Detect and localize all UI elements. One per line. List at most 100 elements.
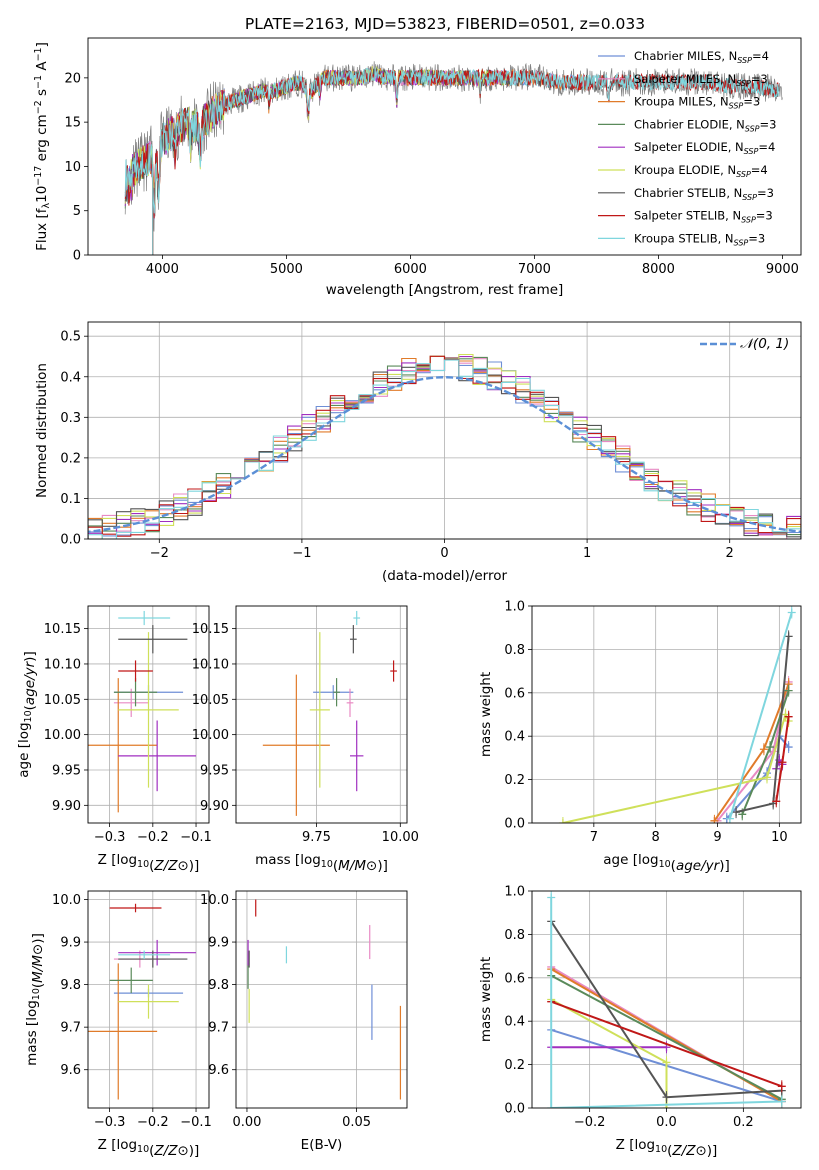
y-tick-label: 0.4 xyxy=(504,730,525,745)
errorbar-chabrier-elodie xyxy=(113,678,158,707)
errorbar-kroupa-stelib xyxy=(118,950,171,960)
plot-area xyxy=(558,606,796,823)
legend-label: Kroupa ELODIE, NSSP=4 xyxy=(634,163,768,179)
panel-mass_vs_Z: −0.3 −0.2 −0.1 9.6 9.7 9.8 9.9 10.0 Z [log10(Z/Z… xyxy=(24,890,212,1159)
y-tick-label: 10.05 xyxy=(192,693,229,708)
y-tick-label: 0.2 xyxy=(504,773,525,788)
series-line xyxy=(550,1000,783,1088)
panel-spectrum: 4000 5000 6000 7000 8000 9000 0 5 10 15 20 waveleng… xyxy=(33,37,802,298)
x-axis-label: E(B-V) xyxy=(301,1137,343,1153)
plot-area xyxy=(262,610,397,816)
x-axis-label: wavelength [Angstrom, rest frame] xyxy=(326,282,564,298)
y-tick-label: 9.7 xyxy=(60,1021,81,1036)
x-tick-label: −0.3 xyxy=(94,830,126,845)
errorbar-kroupa-miles xyxy=(88,678,158,813)
y-tick-label: 0.2 xyxy=(504,1058,525,1073)
x-axis-label: (data-model)/error xyxy=(382,568,508,584)
axes-frame xyxy=(87,37,802,256)
legend-label: Chabrier STELIB, NSSP=3 xyxy=(634,186,774,202)
y-tick-label: 10.0 xyxy=(52,893,81,908)
series-salpeter-elodie xyxy=(547,1041,671,1054)
x-tick-label: −0.1 xyxy=(180,1115,212,1130)
y-tick-label: 1.0 xyxy=(504,600,525,615)
errorbar-kroupa-elodie xyxy=(118,632,179,788)
x-tick-label: 7000 xyxy=(518,262,551,277)
x-tick-label: −0.1 xyxy=(180,830,212,845)
axes-frame xyxy=(235,605,408,824)
errorbar-chabrier-elodie xyxy=(109,967,153,994)
y-tick-label: 10.15 xyxy=(44,622,81,637)
x-axis-label: Z [log10(Z/Z⊙)] xyxy=(98,1137,200,1159)
legend-label: Salpeter ELODIE, NSSP=4 xyxy=(634,140,775,156)
x-axis-label: mass [log10(M/M⊙)] xyxy=(255,852,388,874)
series-line xyxy=(550,897,782,1108)
x-tick-label: 1 xyxy=(583,546,591,561)
y-tick-label: 9.95 xyxy=(200,763,229,778)
legend-label: Kroupa MILES, NSSP=3 xyxy=(634,95,760,111)
x-tick-label: 10.00 xyxy=(382,830,419,845)
y-tick-label: 9.8 xyxy=(208,978,229,993)
x-tick-label: 0 xyxy=(440,546,448,561)
legend-label: Chabrier ELODIE, NSSP=3 xyxy=(634,117,776,133)
x-tick-label: 9000 xyxy=(766,262,799,277)
y-tick-label: 0 xyxy=(73,249,81,264)
x-tick-label: 0.05 xyxy=(342,1115,371,1130)
y-tick-label: 10.00 xyxy=(44,728,81,743)
spectrum-model-kroupa-elodie xyxy=(124,65,510,255)
y-tick-label: 9.6 xyxy=(60,1063,81,1078)
x-tick-label: −0.3 xyxy=(94,1115,126,1130)
errorbar-kroupa-elodie xyxy=(118,984,179,1019)
spectrum-model-chabrier-elodie xyxy=(124,66,510,255)
y-axis-label: Normed distribution xyxy=(34,363,50,498)
plot-area xyxy=(547,891,786,1108)
axes-frame xyxy=(531,605,802,824)
y-tick-label: 0.0 xyxy=(504,817,525,832)
plot-area xyxy=(88,353,801,539)
y-tick-label: 0.0 xyxy=(60,533,81,548)
x-tick-label: 9 xyxy=(713,830,721,845)
panel-age_vs_Z: −0.3 −0.2 −0.1 9.90 9.95 10.00 10.05 10.10 10.15… xyxy=(16,605,212,874)
errorbar-salpeter-stelib xyxy=(118,660,153,682)
y-tick-label: 9.7 xyxy=(208,1021,229,1036)
series-salpeter-stelib xyxy=(772,710,793,808)
y-tick-label: 0.8 xyxy=(504,928,525,943)
y-tick-label: 5 xyxy=(73,204,81,219)
spectrum-model-kroupa-stelib xyxy=(124,67,779,255)
errorbar-salpeter-elodie xyxy=(118,720,197,792)
errorbar-kroupa-stelib xyxy=(353,610,361,626)
spectrum-model-chabrier-miles xyxy=(124,67,588,255)
y-tick-label: 9.8 xyxy=(60,978,81,993)
y-tick-label: 0.5 xyxy=(60,330,81,345)
x-tick-label: −0.2 xyxy=(137,1115,169,1130)
y-tick-label: 20 xyxy=(64,71,81,86)
axes-frame xyxy=(87,321,802,540)
axes-frame xyxy=(87,605,210,824)
plot-area xyxy=(124,61,783,255)
y-axis-label: mass weight xyxy=(478,957,494,1042)
y-tick-label: 0.3 xyxy=(60,411,81,426)
series-kroupa-elodie xyxy=(547,993,671,1108)
x-tick-label: 10 xyxy=(771,830,788,845)
panel-mass_weight_vs_age: 7 8 9 10 0.0 0.2 0.4 0.6 0.8 1.0 age [log10(age/yr… xyxy=(478,600,802,874)
errorbar-chabrier-stelib xyxy=(350,625,357,654)
series-chabrier-stelib xyxy=(732,630,793,819)
y-axis-label: mass [log10(M/M⊙)] xyxy=(24,933,46,1066)
x-tick-label: 4000 xyxy=(146,262,179,277)
y-tick-label: 0.4 xyxy=(504,1015,525,1030)
y-tick-label: 10.10 xyxy=(192,657,229,672)
errorbar-salpeter-miles xyxy=(113,688,149,717)
y-tick-label: 10.10 xyxy=(44,657,81,672)
series-line xyxy=(728,612,793,819)
series-kroupa-stelib xyxy=(547,891,786,1108)
y-tick-label: 0.2 xyxy=(60,451,81,466)
spectrum-model-salpeter-miles xyxy=(124,66,588,255)
series-line xyxy=(735,636,790,814)
series-kroupa-miles xyxy=(710,678,793,823)
axes-frame xyxy=(87,890,210,1109)
legend-label: Salpeter MILES, NSSP=3 xyxy=(634,72,768,88)
x-tick-label: 8000 xyxy=(642,262,675,277)
y-tick-label: 10.0 xyxy=(200,893,229,908)
panel-residuals: −2 −1 0 1 2 0.0 0.1 0.2 0.3 0.4 0.5 (data-model)/er… xyxy=(34,321,802,584)
axes-frame xyxy=(235,890,408,1109)
